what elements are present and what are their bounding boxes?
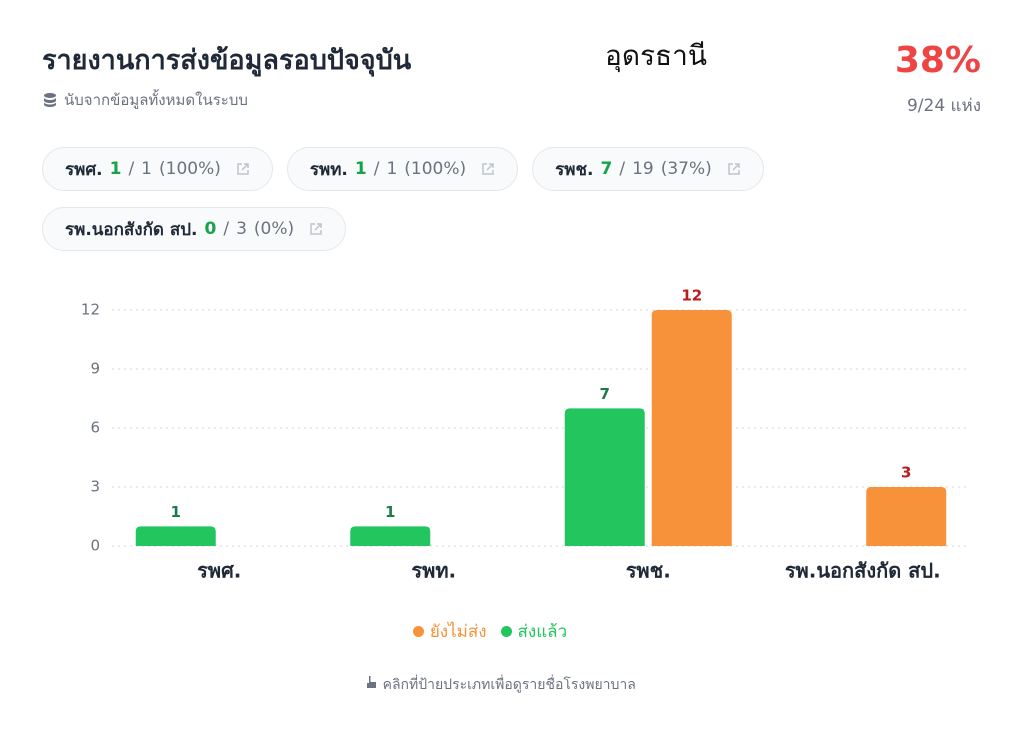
chip-sent: 1 xyxy=(354,159,367,179)
chip-name: รพ.นอกสังกัด สป. xyxy=(65,219,198,240)
hand-icon xyxy=(367,676,377,688)
category-chip[interactable]: รพศ. 1 / 1 (100%) xyxy=(42,147,273,191)
external-link-icon xyxy=(237,163,249,175)
legend-item: ส่งแล้ว xyxy=(500,618,568,645)
title: รายงานการส่งข้อมูลรอบปัจจุบัน xyxy=(42,45,412,76)
y-tick-label: 6 xyxy=(90,419,100,437)
icon-path xyxy=(728,163,740,175)
y-tick-label: 0 xyxy=(90,537,100,555)
chips: รพศ. 1/1 (100%) รพท. 1/1 (100%) รพช. 7/19 (37%) ร… xyxy=(42,147,842,251)
chip-total: 3 xyxy=(236,219,247,239)
chip-name: รพช. xyxy=(555,159,594,180)
chip-separator: / xyxy=(223,219,230,239)
x-tick-label: รพศ. xyxy=(197,559,241,583)
external-link-icon xyxy=(310,223,322,235)
chip-percent: (0%) xyxy=(253,219,295,239)
x-tick-label: รพ.นอกสังกัด สป. xyxy=(785,559,941,583)
category-chip[interactable]: รพท. 1 / 1 (100%) xyxy=(286,147,519,191)
icon-path xyxy=(310,223,322,235)
chip-separator: / xyxy=(128,159,135,179)
y-tick-label: 3 xyxy=(90,478,100,496)
legend-label: ยังไม่ส่ง xyxy=(429,622,487,642)
icon-path xyxy=(482,163,494,175)
chip-separator: / xyxy=(373,159,380,179)
data-label: 12 xyxy=(681,287,702,305)
count: 9/24 แห่ง xyxy=(906,96,981,116)
y-tick-label: 12 xyxy=(81,301,100,319)
x-tick-label: รพท. xyxy=(411,559,456,583)
external-link-icon xyxy=(728,163,740,175)
chip-separator: / xyxy=(619,159,626,179)
chip-percent: (100%) xyxy=(159,159,221,179)
bar xyxy=(866,487,947,546)
data-label: 1 xyxy=(171,503,181,521)
icon-path xyxy=(237,163,249,175)
category-chip[interactable]: รพช. 7 / 19 (37%) xyxy=(532,147,764,191)
chip-total: 1 xyxy=(141,159,152,179)
chip-total: 19 xyxy=(632,159,654,179)
chip-name: รพศ. xyxy=(65,159,103,180)
data-label: 1 xyxy=(385,503,395,521)
external-link-icon xyxy=(482,163,494,175)
bar xyxy=(564,408,645,546)
subtitle-row: นับจากข้อมูลทั้งหมดในระบบ xyxy=(42,88,248,112)
chip-name: รพท. xyxy=(309,159,348,180)
percent: 38% xyxy=(894,40,981,81)
database-icon xyxy=(44,93,56,107)
province: อุดรธานี xyxy=(605,39,707,72)
subtitle: นับจากข้อมูลทั้งหมดในระบบ xyxy=(64,91,248,109)
bar xyxy=(651,310,732,546)
category-chip[interactable]: รพ.นอกสังกัด สป. 0 / 3 (0%) xyxy=(42,207,347,251)
x-tick-label: รพช. xyxy=(626,559,671,583)
hint: คลิกที่ป้ายประเภทเพื่อดูรายชื่อโรงพยาบาล xyxy=(382,677,636,693)
hint-row: คลิกที่ป้ายประเภทเพื่อดูรายชื่อโรงพยาบาล xyxy=(0,674,1000,696)
legend-dot xyxy=(500,626,512,637)
legend-item: ยังไม่ส่ง xyxy=(412,618,487,645)
bar xyxy=(350,526,431,546)
chip-total: 1 xyxy=(386,159,398,179)
legend: ยังไม่ส่ง ส่งแล้ว xyxy=(0,618,980,645)
bar xyxy=(135,526,216,546)
chip-percent: (100%) xyxy=(404,159,467,179)
legend-label: ส่งแล้ว xyxy=(517,622,568,642)
chart: 0 3 6 9 12 รพศ. 1 รพท. 1 รพช. 12 7 รพ.นอกสังกัด สป. 3 xyxy=(81,287,970,583)
chip-percent: (37%) xyxy=(660,159,712,179)
data-label: 7 xyxy=(600,385,610,403)
chip-sent: 7 xyxy=(600,159,613,179)
y-tick-label: 9 xyxy=(90,360,100,378)
chip-sent: 0 xyxy=(204,219,217,239)
chip-sent: 1 xyxy=(109,159,122,179)
data-label: 3 xyxy=(901,464,911,482)
legend-dot xyxy=(412,626,424,637)
